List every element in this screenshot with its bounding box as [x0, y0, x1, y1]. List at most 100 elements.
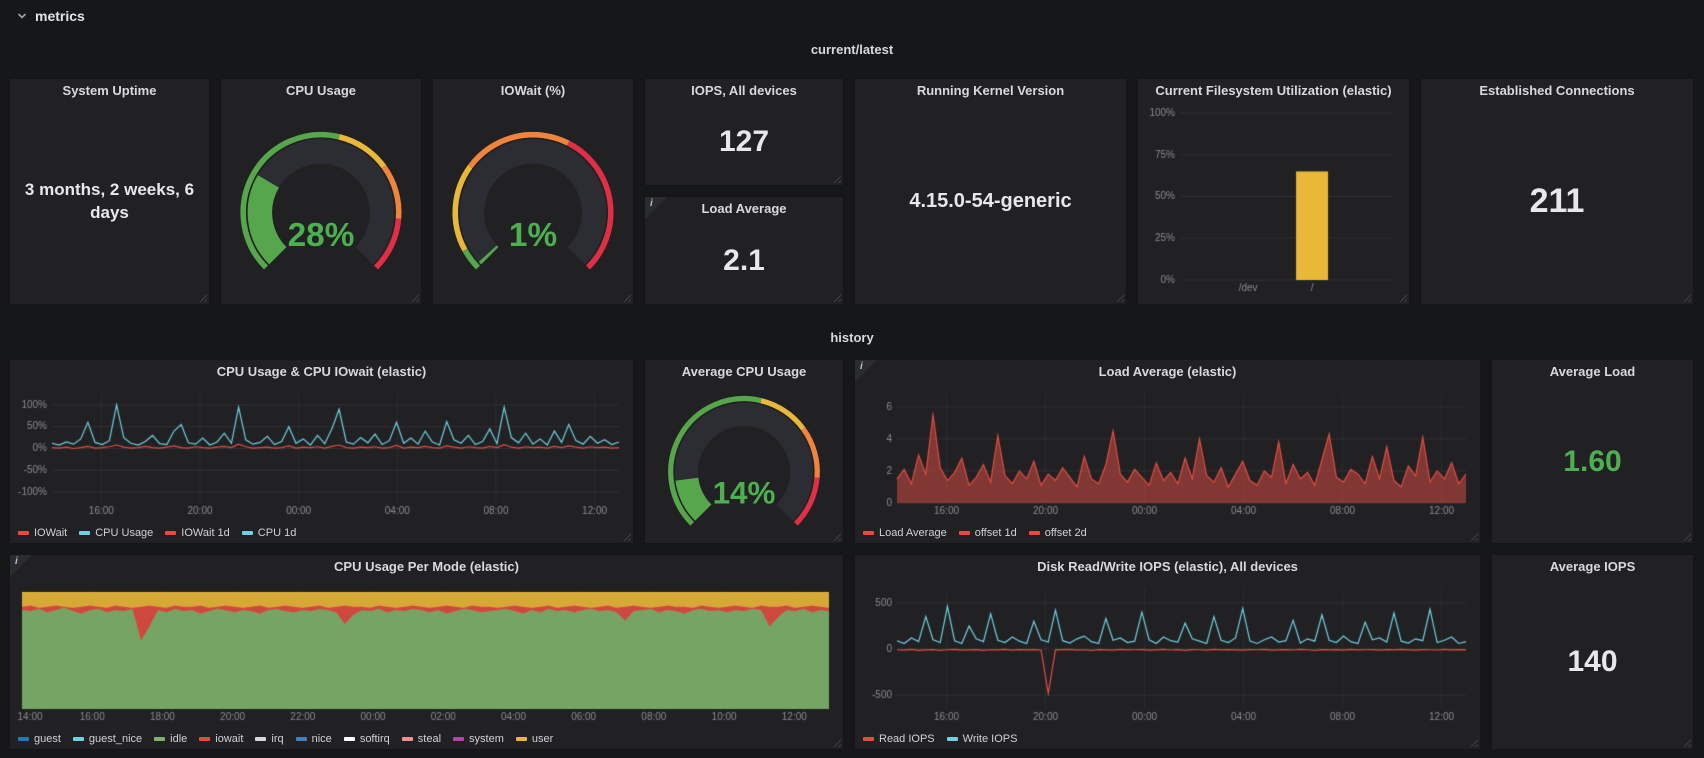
average-cpu-gauge: 14%: [645, 384, 843, 541]
legend-swatch-icon: [18, 531, 29, 535]
panel-title[interactable]: Average CPU Usage: [681, 364, 807, 379]
legend-item-softirq[interactable]: softirq: [343, 733, 390, 745]
legend-item-offset-1d[interactable]: offset 1d: [958, 527, 1017, 539]
panel-title[interactable]: Load Average: [701, 201, 787, 216]
legend-label: CPU 1d: [257, 527, 297, 539]
panel-average-load: Average Load 1.60: [1491, 359, 1694, 544]
panel-iops: IOPS, All devices 127: [644, 78, 844, 186]
legend-swatch-icon: [165, 531, 177, 535]
legend-label: CPU Usage: [95, 527, 154, 539]
legend-swatch-icon: [199, 737, 211, 741]
panel-load-average: i Load Average 2.1: [644, 196, 844, 305]
legend-label: Load Average: [879, 527, 947, 539]
legend-item-iowait[interactable]: iowait: [199, 733, 243, 745]
panel-title[interactable]: CPU Usage Per Mode (elastic): [334, 559, 519, 574]
legend-swatch-icon: [946, 737, 958, 741]
legend-label: softirq: [359, 733, 390, 745]
panel-title[interactable]: CPU Usage & CPU IOwait (elastic): [216, 364, 427, 379]
panel-load-history: i Load Average (elastic) Load Average off…: [854, 359, 1481, 544]
legend-item-cpu-usage[interactable]: CPU Usage: [79, 527, 153, 539]
svg-text:1%: 1%: [509, 217, 557, 254]
panel-cpu-usage-gauge: CPU Usage 28%: [220, 78, 422, 305]
panel-title[interactable]: System Uptime: [62, 83, 157, 98]
panel-title[interactable]: IOPS, All devices: [691, 83, 797, 98]
legend-item-read-iops[interactable]: Read IOPS: [863, 733, 935, 745]
panel-title[interactable]: Established Connections: [1479, 83, 1635, 98]
row-header-metrics[interactable]: metrics: [16, 8, 85, 24]
svg-text:14%: 14%: [713, 475, 776, 510]
legend-label: irq: [271, 733, 284, 745]
legend-item-irq[interactable]: irq: [255, 733, 284, 745]
legend-item-write-iops[interactable]: Write IOPS: [946, 733, 1018, 745]
legend-label: iowait: [215, 733, 244, 745]
panel-kernel-version: Running Kernel Version 4.15.0-54-generic: [854, 78, 1127, 305]
connections-value: 211: [1529, 182, 1585, 220]
legend-swatch-icon: [1028, 531, 1040, 535]
panel-iowait-gauge: IOWait (%) 1%: [432, 78, 634, 305]
panel-title[interactable]: Running Kernel Version: [916, 83, 1065, 98]
panel-filesystem-utilization: Current Filesystem Utilization (elastic): [1137, 78, 1410, 305]
cpu-history-graph[interactable]: [16, 386, 627, 519]
cpu-per-mode-legend: guest guest_nice idle iowait irq nice softirq s…: [18, 733, 839, 745]
legend-item-idle[interactable]: idle: [154, 733, 187, 745]
load-history-graph[interactable]: [861, 386, 1474, 519]
legend-item-guest[interactable]: guest: [18, 733, 61, 745]
legend-label: guest: [34, 733, 61, 745]
cpu-usage-gauge: 28%: [221, 103, 421, 302]
legend-label: offset 1d: [974, 527, 1017, 539]
chevron-down-icon: [17, 13, 27, 19]
legend-swatch-icon: [79, 531, 91, 535]
load-average-value: 2.1: [723, 243, 765, 277]
legend-item-nice[interactable]: nice: [295, 733, 332, 745]
cpu-history-legend: IOWait CPU Usage IOWait 1d CPU 1d: [18, 527, 629, 539]
legend-item-cpu-1d[interactable]: CPU 1d: [241, 527, 297, 539]
info-icon-glyph: i: [15, 556, 18, 567]
cpu-per-mode-graph[interactable]: [16, 581, 837, 725]
legend-item-guest-nice[interactable]: guest_nice: [72, 733, 142, 745]
disk-iops-graph[interactable]: [861, 581, 1474, 725]
filesystem-utilization-graph[interactable]: [1144, 105, 1403, 296]
panel-title[interactable]: IOWait (%): [500, 83, 566, 98]
legend-swatch-icon: [295, 737, 307, 741]
panel-title[interactable]: Average IOPS: [1549, 559, 1636, 574]
legend-label: IOWait 1d: [181, 527, 230, 539]
legend-swatch-icon: [863, 737, 874, 741]
info-icon-glyph: i: [860, 361, 863, 372]
panel-title[interactable]: CPU Usage: [285, 83, 357, 98]
panel-title[interactable]: Load Average (elastic): [1098, 364, 1237, 379]
legend-item-load-average[interactable]: Load Average: [863, 527, 947, 539]
legend-item-offset-2d[interactable]: offset 2d: [1028, 527, 1087, 539]
panel-disk-iops: Disk Read/Write IOPS (elastic), All devi…: [854, 554, 1481, 750]
info-icon-glyph: i: [650, 198, 653, 209]
legend-item-system[interactable]: system: [453, 733, 504, 745]
legend-swatch-icon: [18, 737, 29, 741]
svg-text:28%: 28%: [288, 217, 355, 254]
legend-label: Write IOPS: [962, 733, 1018, 745]
legend-swatch-icon: [72, 737, 84, 741]
panel-title[interactable]: Disk Read/Write IOPS (elastic), All devi…: [1037, 559, 1298, 574]
legend-swatch-icon: [863, 531, 874, 535]
legend-item-iowait[interactable]: IOWait: [18, 527, 67, 539]
legend-label: Read IOPS: [879, 733, 935, 745]
iops-value: 127: [718, 125, 770, 158]
legend-swatch-icon: [515, 737, 527, 741]
legend-label: user: [531, 733, 554, 745]
section-label-history[interactable]: history: [830, 330, 874, 345]
section-label-current-latest[interactable]: current/latest: [810, 42, 894, 57]
legend-item-steal[interactable]: steal: [401, 733, 441, 745]
legend-label: offset 2d: [1044, 527, 1087, 539]
legend-item-user[interactable]: user: [515, 733, 554, 745]
panel-average-iops: Average IOPS 140: [1491, 554, 1694, 750]
panel-title[interactable]: Average Load: [1549, 364, 1636, 379]
iowait-gauge: 1%: [433, 103, 633, 302]
kernel-version-value: 4.15.0-54-generic: [909, 190, 1072, 212]
legend-item-iowait-1d[interactable]: IOWait 1d: [165, 527, 230, 539]
load-history-legend: Load Average offset 1d offset 2d: [863, 527, 1476, 539]
legend-swatch-icon: [154, 737, 166, 741]
legend-swatch-icon: [453, 737, 465, 741]
panel-established-connections: Established Connections 211: [1420, 78, 1694, 305]
legend-label: system: [469, 733, 504, 745]
disk-iops-legend: Read IOPS Write IOPS: [863, 733, 1476, 745]
panel-title[interactable]: Current Filesystem Utilization (elastic): [1155, 83, 1392, 98]
